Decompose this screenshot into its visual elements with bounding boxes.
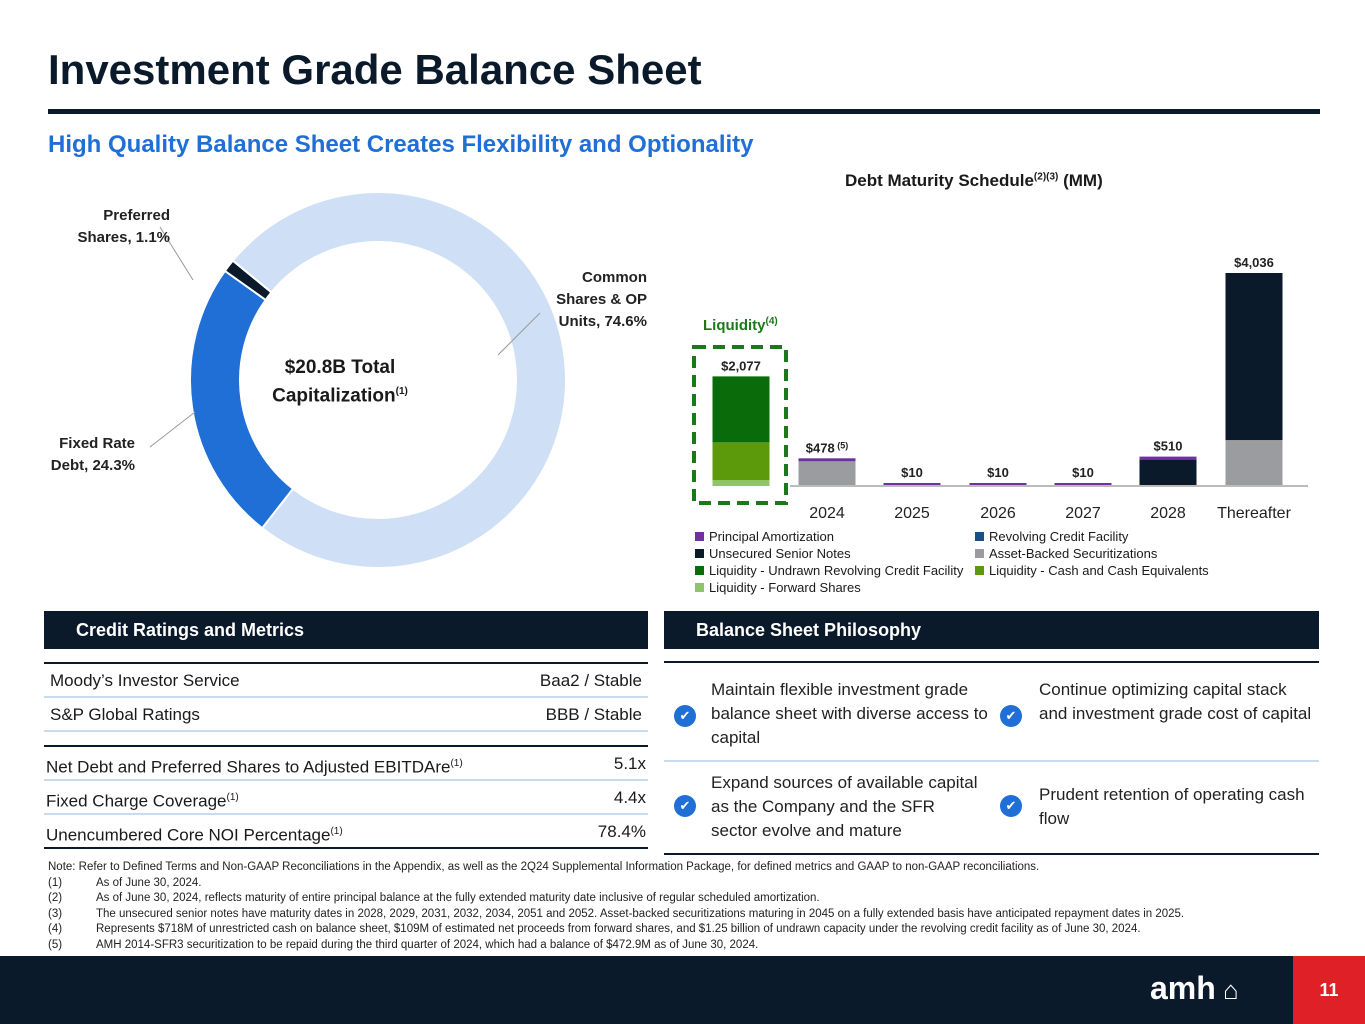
rating-row: S&P Global Ratings BBB / Stable [44,698,648,732]
bar-total-label: $10 [987,465,1009,480]
philosophy-header: Balance Sheet Philosophy [664,611,1319,649]
philosophy-item: Expand sources of available capital as t… [711,773,978,840]
rating-row: Moody’s Investor Service Baa2 / Stable [44,664,648,698]
x-tick-label: 2027 [1065,505,1101,522]
legend-item: Liquidity - Forward Shares [695,579,975,596]
title-rule [48,109,1320,114]
note-intro: Note: Refer to Defined Terms and Non-GAA… [48,861,1040,873]
label-common: Common Shares & OP Units, 74.6% [556,269,647,330]
house-icon: ⌂ [1215,975,1239,1005]
capitalization-donut [149,191,567,569]
ratings-table: Moody’s Investor Service Baa2 / Stable S&… [44,662,648,732]
footnote: (3) The unsecured senior notes have matur… [48,907,1185,920]
philosophy-item: Prudent retention of operating cash flow [1039,785,1305,828]
bar-unsecured-senior-notes [1139,459,1197,486]
label-debt: Fixed Rate Debt, 24.3% [50,435,135,474]
metric-row: Unencumbered Core NOI Percentage(1) 78.4% [44,815,648,849]
bar-liquidity-forward-shares [712,480,770,486]
check-icon: ✔ [1000,705,1022,727]
footnote: (5) AMH 2014-SFR3 securitization to be re… [48,938,759,951]
check-icon: ✔ [674,795,696,817]
bar-asset-backed-securitizations [1225,440,1283,486]
bar-principal-amortization [969,483,1027,486]
footer-bar: amh ⌂ [0,956,1365,1024]
page-number: 11 [1293,956,1365,1024]
label-preferred: Preferred Shares, 1.1% [77,207,170,246]
bar-unsecured-senior-notes [1225,273,1283,441]
legend-item: Liquidity - Undrawn Revolving Credit Fac… [695,562,975,579]
footnote: (2) As of June 30, 2024, reflects maturit… [48,892,820,904]
bar-principal-amortization [798,458,856,462]
metric-row: Fixed Charge Coverage(1) 4.4x [44,781,648,815]
x-tick-label: 2025 [894,505,930,522]
chart-legend: Principal Amortization Revolving Credit F… [695,528,1295,596]
liquidity-label: Liquidity(4) [703,316,778,334]
bar-total-label: $10 [901,465,923,480]
bar-asset-backed-securitizations [798,461,856,486]
amh-logo: amh ⌂ [1150,970,1239,1006]
leader-line [497,312,541,356]
debt-maturity-chart: $2,077 $478 (5) 2024 $10 2025 $10 2026 $10 2027 $… [692,255,1308,522]
legend-item: Principal Amortization [695,528,975,545]
footnote: (4) Represents $718M of unrestricted cash… [48,923,1141,935]
philosophy-grid: ✔ Maintain flexible investment grade bal… [664,661,1319,855]
footnotes: Note: Refer to Defined Terms and Non-GAA… [48,860,1338,953]
bar-total-label: $10 [1072,465,1094,480]
x-tick-label: Thereafter [1217,505,1291,522]
metric-row: Net Debt and Preferred Shares to Adjuste… [44,747,648,781]
chart-title: Debt Maturity Schedule(2)(3) (MM) [845,171,1103,190]
donut-center-label: $20.8B Total Capitalization(1) [272,357,408,407]
x-tick-label: 2024 [809,505,845,522]
philosophy-item: Continue optimizing capital stack and in… [1039,680,1312,723]
bar-liquidity-undrawn-revolving-credit-facility [712,376,770,443]
bar-liquidity-cash-and-cash-equivalents [712,442,770,481]
bar-principal-amortization [1139,456,1197,460]
liquidity-box [692,345,788,505]
check-icon: ✔ [674,705,696,727]
legend-item: Unsecured Senior Notes [695,545,975,562]
x-tick-label: 2026 [980,505,1016,522]
bar-principal-amortization [1054,483,1112,486]
slice-common-shares [231,191,567,569]
check-icon: ✔ [1000,795,1022,817]
page-subtitle: High Quality Balance Sheet Creates Flexi… [48,131,754,158]
credit-header: Credit Ratings and Metrics [44,611,648,649]
bar-total-label: $510 [1154,439,1183,454]
footnote: (1) As of June 30, 2024. [48,876,202,889]
legend-item: Revolving Credit Facility [975,528,1275,545]
metrics-table: Net Debt and Preferred Shares to Adjuste… [44,745,648,849]
legend-item: Liquidity - Cash and Cash Equivalents [975,562,1275,579]
x-tick-label: 2028 [1150,505,1186,522]
leader-line [159,226,194,281]
bar-total-label: $478 (5) [806,440,848,455]
bar-principal-amortization [883,483,941,486]
philosophy-item: Maintain flexible investment grade balan… [711,680,988,747]
legend-item: Asset-Backed Securitizations [975,545,1275,562]
bar-total-label: $4,036 [1234,255,1274,270]
leader-line [149,411,196,448]
page-title: Investment Grade Balance Sheet [48,46,702,93]
bar-total-label: $2,077 [721,358,761,373]
